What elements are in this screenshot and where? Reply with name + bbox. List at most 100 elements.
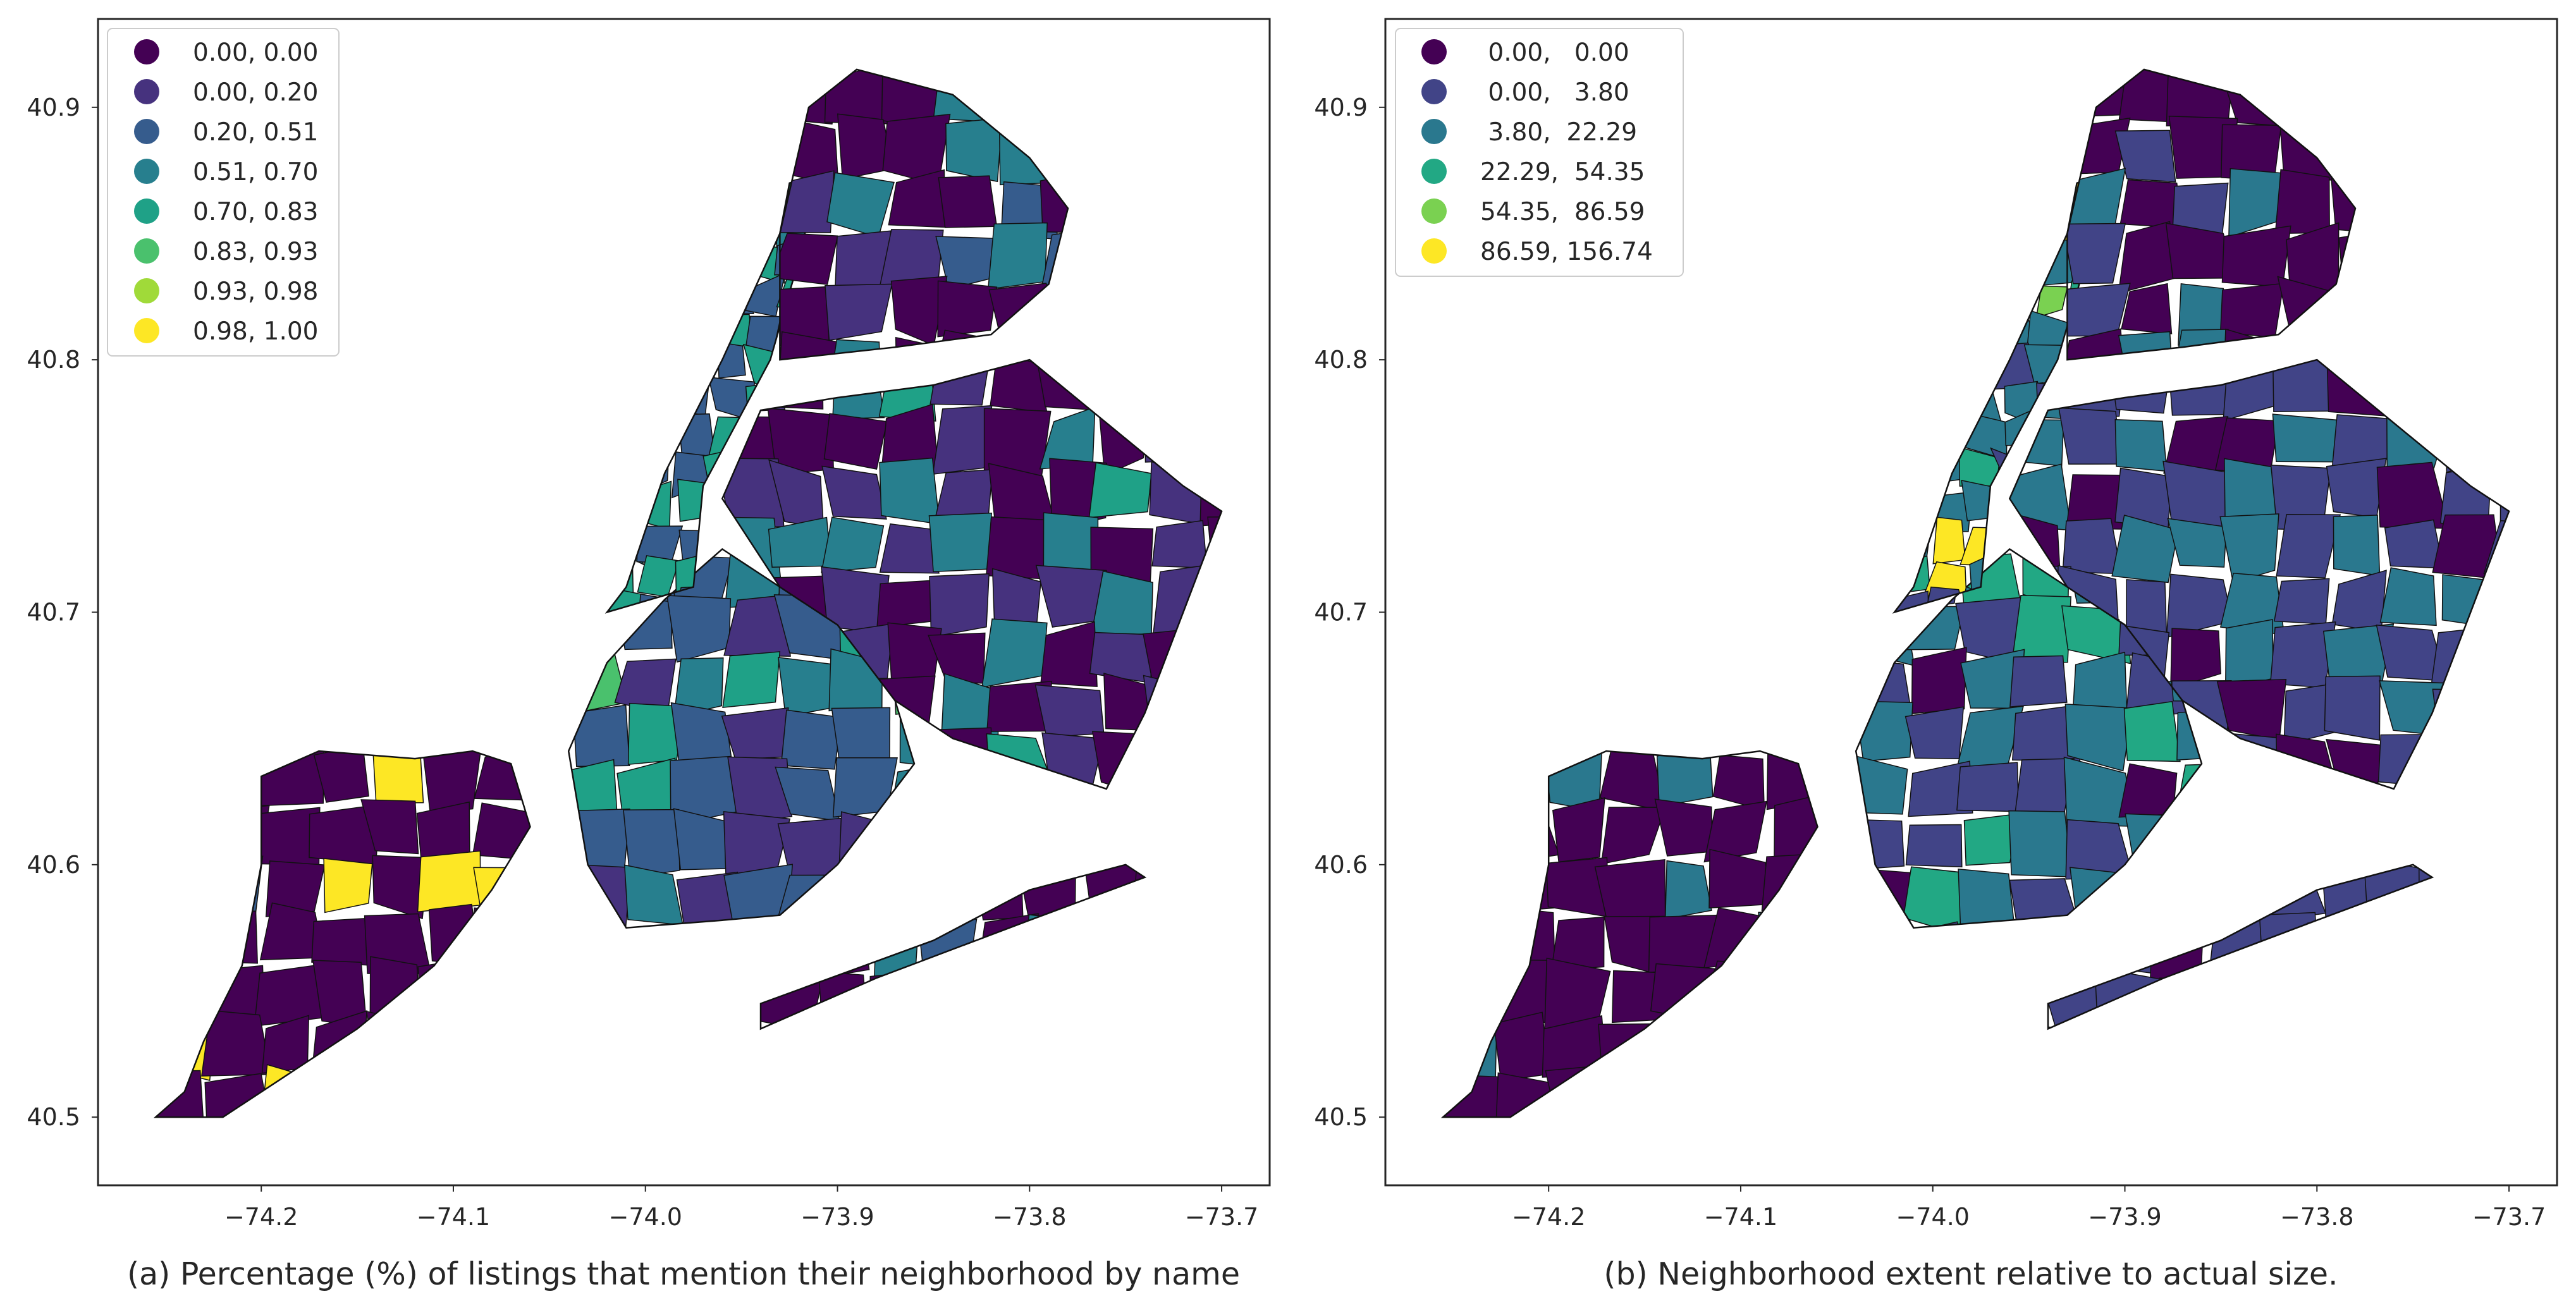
neighborhood-region bbox=[1594, 858, 1666, 921]
neighborhood-region bbox=[2123, 700, 2181, 762]
neighborhood-region bbox=[1550, 916, 1605, 971]
neighborhood-region bbox=[254, 963, 325, 1027]
neighborhood-region bbox=[2111, 515, 2179, 583]
legend-b-box bbox=[1395, 28, 1684, 277]
neighborhood-region bbox=[265, 860, 326, 918]
legend-label: 0.93, 0.98 bbox=[193, 278, 318, 306]
neighborhood-region bbox=[2067, 223, 2126, 284]
legend-swatch bbox=[1421, 198, 1447, 224]
neighborhood-region bbox=[2276, 514, 2341, 578]
y-tick-label: 40.9 bbox=[1314, 94, 1368, 121]
neighborhood-region bbox=[572, 704, 630, 767]
legend-label: 86.59, 156.74 bbox=[1480, 238, 1653, 266]
x-tick-label: −74.0 bbox=[1896, 1203, 1970, 1231]
map-b-legend: 0.00, 0.00 0.00, 3.80 3.80, 22.29 22.29, … bbox=[1395, 28, 1684, 277]
neighborhood-region bbox=[372, 751, 424, 803]
neighborhood-region bbox=[1908, 760, 1973, 817]
neighborhood-region bbox=[2121, 283, 2173, 334]
neighborhood-region bbox=[821, 516, 885, 573]
neighborhood-region bbox=[2379, 567, 2437, 626]
neighborhood-region bbox=[1956, 762, 2020, 812]
legend-swatch bbox=[1421, 39, 1447, 64]
caption-a: (a) Percentage (%) of listings that ment… bbox=[127, 1256, 1240, 1292]
legend-swatch bbox=[1421, 159, 1447, 184]
borough-outline bbox=[2047, 864, 2434, 1030]
legend-label: 22.29, 54.35 bbox=[1480, 158, 1645, 186]
neighborhood-region bbox=[421, 751, 482, 814]
neighborhood-region bbox=[1040, 621, 1098, 687]
neighborhood-region bbox=[1493, 1011, 1550, 1082]
neighborhood-region bbox=[1552, 797, 1605, 863]
neighborhood-region bbox=[2324, 675, 2381, 741]
neighborhood-region bbox=[937, 280, 998, 338]
neighborhood-region bbox=[879, 523, 940, 574]
legend-b-items: 0.00, 0.00 0.00, 3.80 3.80, 22.29 22.29, … bbox=[1421, 39, 1653, 266]
neighborhood-region bbox=[360, 799, 419, 855]
x-tick-label: −74.1 bbox=[417, 1203, 490, 1231]
x-tick-label: −73.9 bbox=[2088, 1203, 2161, 1231]
neighborhood-region bbox=[2011, 595, 2071, 664]
neighborhood-region bbox=[2219, 513, 2279, 583]
legend-swatch bbox=[134, 278, 159, 303]
neighborhood-region bbox=[780, 709, 842, 770]
neighborhood-region bbox=[1958, 868, 2016, 928]
legend-swatch bbox=[1421, 119, 1447, 144]
neighborhood-region bbox=[2170, 628, 2221, 690]
neighborhood-region bbox=[2114, 130, 2176, 183]
neighborhood-region bbox=[1905, 824, 1963, 868]
neighborhood-region bbox=[929, 573, 990, 638]
borough-outline bbox=[2066, 68, 2357, 361]
neighborhood-region bbox=[676, 871, 739, 928]
borough-outline bbox=[779, 68, 1069, 361]
neighborhood-region bbox=[2384, 519, 2444, 569]
neighborhood-region bbox=[723, 864, 794, 928]
y-tick-label: 40.7 bbox=[27, 598, 80, 626]
legend-label: 3.80, 22.29 bbox=[1480, 118, 1637, 147]
neighborhood-region bbox=[821, 465, 887, 520]
y-tick-label: 40.7 bbox=[1314, 598, 1368, 626]
x-tick-label: −74.1 bbox=[1704, 1203, 1777, 1231]
neighborhood-region bbox=[1495, 1072, 1555, 1118]
legend-swatch bbox=[1421, 79, 1447, 104]
legend-swatch bbox=[134, 318, 159, 343]
legend-label: 0.98, 1.00 bbox=[193, 317, 318, 346]
legend-swatch bbox=[134, 119, 159, 144]
neighborhood-region bbox=[722, 651, 781, 708]
neighborhood-region bbox=[623, 809, 680, 879]
map-b-x-axis: −74.2 −74.1 −74.0 −73.9 −73.8 −73.7 bbox=[1512, 1185, 2546, 1231]
legend-swatch bbox=[134, 79, 159, 104]
neighborhood-region bbox=[2274, 169, 2330, 235]
neighborhood-region bbox=[673, 657, 724, 718]
neighborhood-region bbox=[2219, 283, 2285, 338]
borough-outline bbox=[759, 864, 1147, 1030]
x-tick-label: −73.7 bbox=[1185, 1203, 1258, 1231]
neighborhood-region bbox=[2167, 518, 2227, 568]
neighborhood-region bbox=[1703, 800, 1767, 863]
legend-label: 0.20, 0.51 bbox=[193, 118, 318, 147]
map-panel-a: −74.2 −74.1 −74.0 −73.9 −73.8 −73.7 40.940.84… bbox=[27, 18, 1271, 1292]
neighborhood-region bbox=[2333, 515, 2381, 577]
legend-swatch bbox=[134, 238, 159, 264]
neighborhood-region bbox=[417, 850, 481, 913]
caption-b: (b) Neighborhood extent relative to actu… bbox=[1604, 1256, 2338, 1292]
legend-label: 0.00, 0.20 bbox=[193, 78, 318, 107]
y-tick-label: 40.8 bbox=[1314, 346, 1368, 374]
neighborhood-region bbox=[1600, 807, 1666, 865]
y-tick-label: 40.5 bbox=[1314, 1103, 1368, 1131]
y-tick-label: 40.6 bbox=[27, 851, 80, 879]
neighborhood-region bbox=[2064, 703, 2133, 772]
neighborhood-region bbox=[2224, 619, 2274, 690]
neighborhood-region bbox=[1963, 813, 2021, 866]
map-a-legend: 0.00, 0.00 0.00, 0.20 0.20, 0.51 0.51, 0.70… bbox=[107, 28, 340, 357]
neighborhood-region bbox=[1088, 462, 1152, 518]
neighborhood-region bbox=[1034, 684, 1105, 738]
neighborhood-region bbox=[823, 413, 888, 470]
legend-label: 0.00, 0.00 bbox=[193, 39, 318, 67]
x-tick-label: −73.7 bbox=[2472, 1203, 2546, 1231]
neighborhood-region bbox=[1911, 647, 1967, 714]
x-tick-label: −73.8 bbox=[2280, 1203, 2353, 1231]
neighborhood-region bbox=[372, 855, 429, 920]
neighborhood-region bbox=[1904, 706, 1965, 760]
legend-label: 0.00, 0.00 bbox=[1480, 39, 1629, 67]
neighborhood-region bbox=[928, 512, 993, 573]
